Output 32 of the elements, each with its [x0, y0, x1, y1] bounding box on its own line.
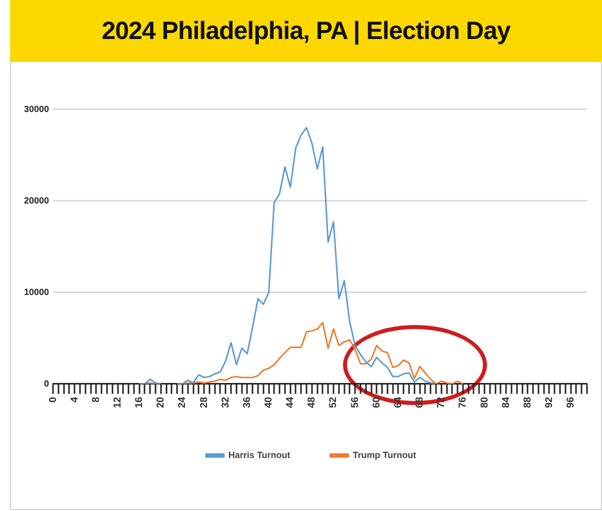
legend-label: Trump Turnout: [352, 450, 416, 460]
x-tick-label: 68: [414, 396, 426, 408]
x-tick-label: 96: [566, 396, 577, 408]
x-tick-label: 4: [69, 396, 80, 402]
x-tick-label: 88: [522, 396, 534, 408]
x-tick-label: 24: [177, 396, 188, 408]
x-tick-label: 44: [285, 396, 296, 408]
x-tick-label: 36: [242, 396, 253, 408]
x-tick-label: 32: [220, 396, 232, 408]
x-tick-label: 64: [392, 396, 404, 408]
x-tick-label: 60: [371, 396, 382, 408]
x-tick-label: 20: [156, 396, 167, 408]
y-tick-label: 20000: [24, 195, 50, 206]
x-tick-label: 40: [264, 396, 275, 408]
x-tick-label: 72: [436, 396, 448, 408]
y-tick-label: 0: [44, 378, 50, 388]
y-tick-label: 10000: [24, 286, 50, 297]
x-tick-label: 80: [479, 396, 490, 408]
x-tick-label: 56: [350, 396, 361, 408]
chart-title: 2024 Philadelphia, PA | Election Day: [102, 16, 510, 46]
x-tick-label: 8: [90, 396, 102, 402]
x-tick-label: 84: [500, 396, 512, 408]
y-tick-label: 30000: [24, 104, 50, 114]
x-tick-label: 48: [306, 396, 318, 408]
x-tick-label: 92: [544, 396, 555, 408]
x-tick-label: 12: [112, 396, 124, 408]
x-tick-label: 52: [328, 396, 340, 408]
x-tick-label: 28: [198, 396, 210, 408]
x-tick-label: 76: [458, 396, 469, 408]
x-tick-label: 0: [48, 396, 59, 402]
x-tick-label: 16: [134, 396, 146, 408]
legend-label: Harris Turnout: [228, 450, 290, 460]
